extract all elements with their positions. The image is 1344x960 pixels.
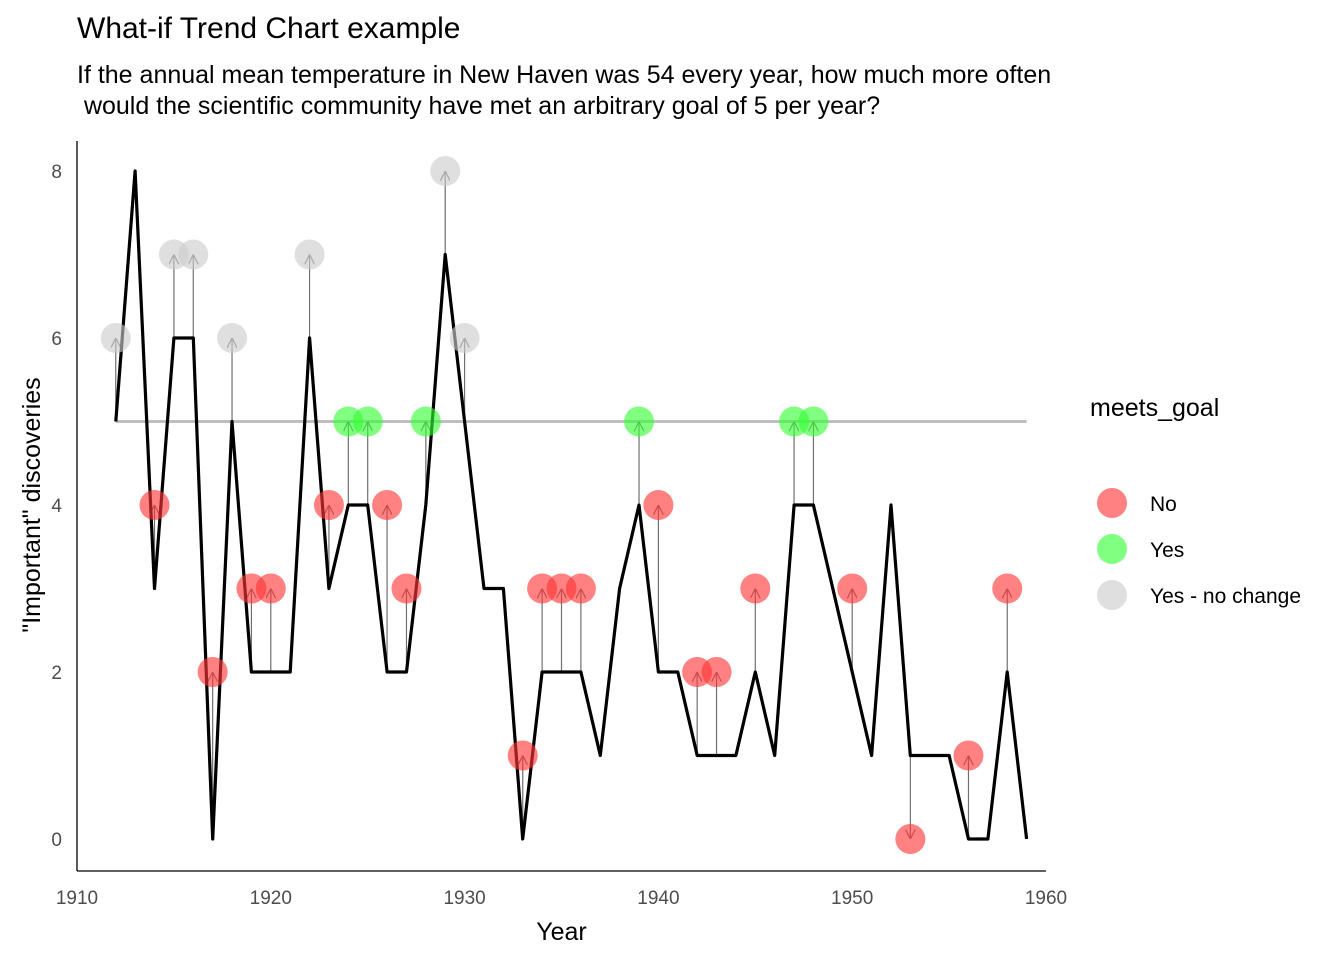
- y-tick-label: 8: [51, 162, 62, 183]
- what-if-point: [430, 156, 461, 186]
- y-axis-title: "Important" discoveries: [18, 377, 46, 632]
- x-tick-label: 1910: [56, 888, 98, 909]
- legend-title: meets_goal: [1090, 394, 1219, 422]
- x-tick-label: 1920: [250, 888, 292, 909]
- x-tick-label: 1940: [637, 888, 679, 909]
- point-layer: [100, 156, 1023, 854]
- y-tick-label: 6: [51, 329, 62, 350]
- what-if-point: [313, 490, 344, 520]
- legend-label: No: [1150, 493, 1177, 516]
- what-if-point: [798, 406, 829, 437]
- what-if-point: [953, 740, 984, 771]
- legend-swatch: [1097, 488, 1127, 518]
- what-if-point: [294, 239, 325, 270]
- what-if-point: [178, 239, 209, 270]
- x-axis-title: Year: [536, 918, 587, 946]
- what-if-point: [449, 323, 480, 353]
- chart-title: What-if Trend Chart example: [77, 12, 461, 45]
- what-if-point: [624, 406, 655, 437]
- chart-subtitle: If the annual mean temperature in New Ha…: [77, 61, 1052, 120]
- what-if-point: [895, 824, 926, 854]
- legend: meets_goal No Yes Yes - no change: [1090, 394, 1301, 610]
- what-if-point: [197, 657, 228, 687]
- y-tick-label: 0: [51, 830, 62, 851]
- legend-swatch: [1097, 580, 1127, 610]
- what-if-point: [565, 573, 596, 604]
- what-if-point: [507, 740, 538, 771]
- legend-label: Yes - no change: [1150, 585, 1301, 608]
- what-if-point: [352, 406, 383, 437]
- y-tick-label: 4: [51, 496, 62, 517]
- what-if-point: [139, 490, 170, 520]
- axes: 1910 1920 1930 1940 1950 1960 0 2 4 6 8 Year "Import…: [18, 141, 1067, 946]
- what-if-point: [391, 573, 422, 604]
- what-if-point: [255, 573, 286, 604]
- x-tick-label: 1930: [443, 888, 485, 909]
- what-if-point: [740, 573, 771, 604]
- what-if-point: [643, 490, 674, 520]
- what-if-point: [217, 323, 248, 353]
- what-if-point: [837, 573, 868, 604]
- what-if-point: [410, 406, 441, 437]
- y-tick-label: 2: [51, 663, 62, 684]
- what-if-point: [701, 657, 732, 687]
- what-if-point: [372, 490, 403, 520]
- what-if-point: [992, 573, 1023, 604]
- legend-label: Yes: [1150, 539, 1184, 562]
- x-tick-label: 1960: [1025, 888, 1067, 909]
- actual-trend-line: [114, 169, 1029, 841]
- what-if-point: [100, 323, 131, 353]
- line-layer: [114, 169, 1029, 841]
- x-tick-label: 1950: [831, 888, 873, 909]
- legend-swatch: [1097, 534, 1127, 564]
